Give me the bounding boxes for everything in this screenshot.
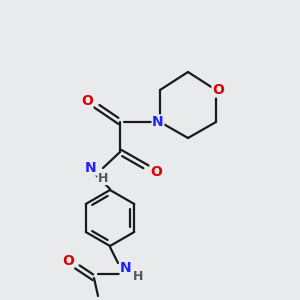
Text: O: O [150,165,162,179]
Text: H: H [98,172,108,184]
Text: N: N [120,261,132,275]
Text: N: N [152,115,164,129]
Text: H: H [133,269,143,283]
Text: N: N [85,161,97,175]
Text: O: O [212,83,224,97]
Text: O: O [62,254,74,268]
Text: O: O [81,94,93,108]
